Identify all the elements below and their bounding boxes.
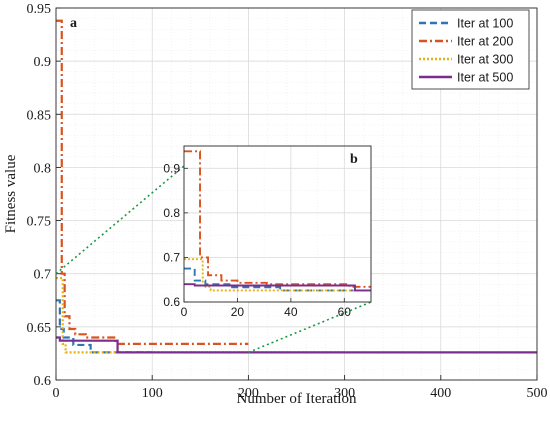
inset-series-group: [184, 150, 371, 292]
inset-background: [184, 146, 371, 302]
x-tick-label: 500: [527, 386, 548, 401]
plot-frame: [55, 7, 538, 381]
inset-series-line-1: [184, 267, 371, 292]
inset-plot-panel: 0 20 40 60 0.6 0.7 0.8 0.9 b: [163, 145, 372, 319]
x-tick-label: 300: [334, 386, 355, 401]
inset-y-tick-label: 0.7: [163, 250, 180, 264]
inset-series-line-2: [184, 150, 371, 288]
inset-frame: [183, 145, 372, 303]
legend-label-4: Iter at 500: [457, 71, 513, 85]
zoom-connector-lines: [55, 165, 372, 354]
inset-x-tick-label: 0: [181, 305, 188, 319]
x-tick-label: 0: [53, 386, 60, 401]
y-tick-label: 0.9: [34, 55, 52, 70]
legend-label-1: Iter at 100: [457, 17, 513, 31]
panel-label-a: a: [70, 16, 77, 31]
legend-label-3: Iter at 300: [457, 53, 513, 67]
y-axis-label: Fitness value: [3, 154, 19, 233]
inset-series-line-4: [184, 283, 371, 292]
inset-x-tick-label: 20: [231, 305, 245, 319]
inset-x-tick-label: 60: [338, 305, 352, 319]
series-line-1: [56, 299, 153, 354]
inset-x-tick-label: 40: [284, 305, 298, 319]
y-tick-label: 0.8: [34, 161, 52, 176]
y-tick-label: 0.75: [27, 215, 52, 230]
y-tick-label: 0.6: [34, 374, 52, 389]
x-tick-label: 400: [430, 386, 451, 401]
series-line-2: [56, 19, 249, 345]
inset-y-tick-label: 0.9: [163, 161, 180, 175]
inset-y-tick-label: 0.6: [163, 295, 180, 309]
legend: Iter at 100 Iter at 200 Iter at 300 Iter at…: [411, 9, 530, 90]
zoom-connector-lower: [248, 301, 372, 354]
x-tick-label: 200: [238, 386, 259, 401]
series-line-3: [56, 276, 345, 354]
x-tick-label: 100: [142, 386, 163, 401]
y-tick-label: 0.85: [27, 108, 52, 123]
legend-label-2: Iter at 200: [457, 35, 513, 49]
inset-y-tick-label: 0.8: [163, 206, 180, 220]
y-tick-label: 0.65: [27, 321, 52, 336]
y-tick-label: 0.7: [34, 268, 52, 283]
series-line-4: [56, 336, 537, 354]
y-tick-label: 0.95: [27, 2, 52, 17]
x-axis-label: Number of Iteration: [237, 391, 357, 407]
panel-label-b: b: [350, 152, 358, 167]
